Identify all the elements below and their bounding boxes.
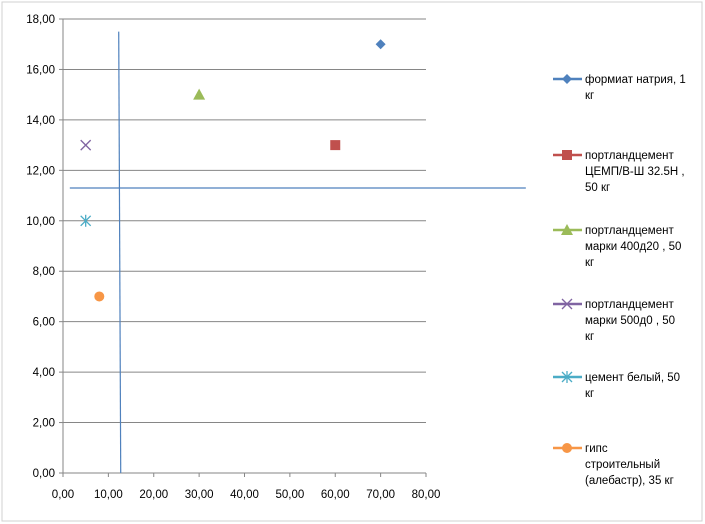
legend-item-5: цемент белый, 50 кг xyxy=(553,371,680,400)
triangle-marker-shape xyxy=(561,224,573,235)
legend-label-line: портландцемент xyxy=(585,225,674,237)
legend-item-4: портландцемент марки 500д0 , 50 кг xyxy=(553,298,675,343)
circle-marker-shape xyxy=(94,291,105,302)
x-tick-label: 20,00 xyxy=(139,489,168,501)
data-point-3 xyxy=(193,88,206,100)
x-tick-label: 30,00 xyxy=(185,489,214,501)
legend-label-line: гипс xyxy=(585,443,608,455)
legend-label-line: марки 500д0 , 50 xyxy=(585,315,675,327)
data-points xyxy=(80,39,386,302)
y-tick-label: 18,00 xyxy=(26,14,55,26)
legend-label-line: кг xyxy=(585,257,594,269)
legend-marker xyxy=(562,443,572,453)
triangle-marker-shape xyxy=(193,88,206,100)
data-point-2 xyxy=(330,140,341,151)
data-point-6 xyxy=(94,291,105,302)
legend-marker xyxy=(562,74,572,84)
legend-marker xyxy=(561,371,573,383)
legend-marker xyxy=(561,224,573,235)
legend-label-line: кг xyxy=(585,90,594,102)
legend-item-2: портландцемент ЦЕМП/В-Ш 32.5Н , 50 кг xyxy=(553,150,685,194)
legend-item-3: портландцемент марки 400д20 , 50 кг xyxy=(553,224,681,269)
y-tick-label: 16,00 xyxy=(26,64,55,76)
x-tick-label: 0,00 xyxy=(52,489,74,501)
x-tick-label: 10,00 xyxy=(94,489,123,501)
legend-label-line: ЦЕМП/В-Ш 32.5Н , xyxy=(585,166,685,178)
legend-label-line: (алебастр), 35 кг xyxy=(585,475,674,487)
x-tick-label: 80,00 xyxy=(412,489,441,501)
legend-item-1: формиат натрия, 1 кг xyxy=(553,74,686,102)
gridlines xyxy=(63,18,426,424)
x-tick-label: 50,00 xyxy=(275,489,304,501)
y-tick-label: 8,00 xyxy=(33,266,55,278)
legend-label-line: строительный xyxy=(585,459,660,471)
legend-label-line: формиат натрия, 1 xyxy=(585,74,686,86)
square-marker-shape xyxy=(330,140,341,151)
legend-label-line: портландцемент xyxy=(585,150,674,162)
legend-label-line: портландцемент xyxy=(585,299,674,311)
axes: 0,00 2,00 4,00 6,00 8,00 10,00 12,00 14,00 16,00… xyxy=(26,14,440,501)
data-point-5 xyxy=(80,214,92,227)
x-marker-stroke xyxy=(561,298,573,310)
legend-marker xyxy=(562,150,572,160)
x-tick-label: 60,00 xyxy=(321,489,350,501)
circle-marker-shape xyxy=(562,443,572,453)
legend-label-line: марки 400д20 , 50 xyxy=(585,241,681,253)
y-tick-label: 14,00 xyxy=(26,115,55,127)
legend-marker xyxy=(561,298,573,310)
x-marker-stroke xyxy=(80,139,92,151)
x-tick-label: 70,00 xyxy=(366,489,395,501)
y-tick-label: 2,00 xyxy=(33,418,55,430)
reference-lines xyxy=(69,31,526,474)
legend: формиат натрия, 1 кг портландцемент ЦЕМП/В-… xyxy=(553,74,686,487)
y-tick-label: 12,00 xyxy=(26,165,55,177)
diamond-marker-shape xyxy=(375,39,386,50)
y-tick-label: 6,00 xyxy=(33,317,55,329)
x-tick-label: 40,00 xyxy=(230,489,259,501)
legend-label-line: кг xyxy=(585,331,594,343)
data-point-1 xyxy=(375,39,386,50)
data-point-4 xyxy=(80,139,92,151)
legend-label-line: 50 кг xyxy=(585,182,610,194)
y-tick-label: 0,00 xyxy=(33,468,55,480)
diamond-marker-shape xyxy=(562,74,572,84)
y-tick-label: 10,00 xyxy=(26,216,55,228)
legend-label-line: цемент белый, 50 xyxy=(585,372,680,384)
square-marker-shape xyxy=(562,150,572,160)
vertical-reference-line xyxy=(118,31,122,474)
legend-item-6: гипс строительный (алебастр), 35 кг xyxy=(553,443,674,487)
y-tick-label: 4,00 xyxy=(33,367,55,379)
legend-label-line: кг xyxy=(585,388,594,400)
